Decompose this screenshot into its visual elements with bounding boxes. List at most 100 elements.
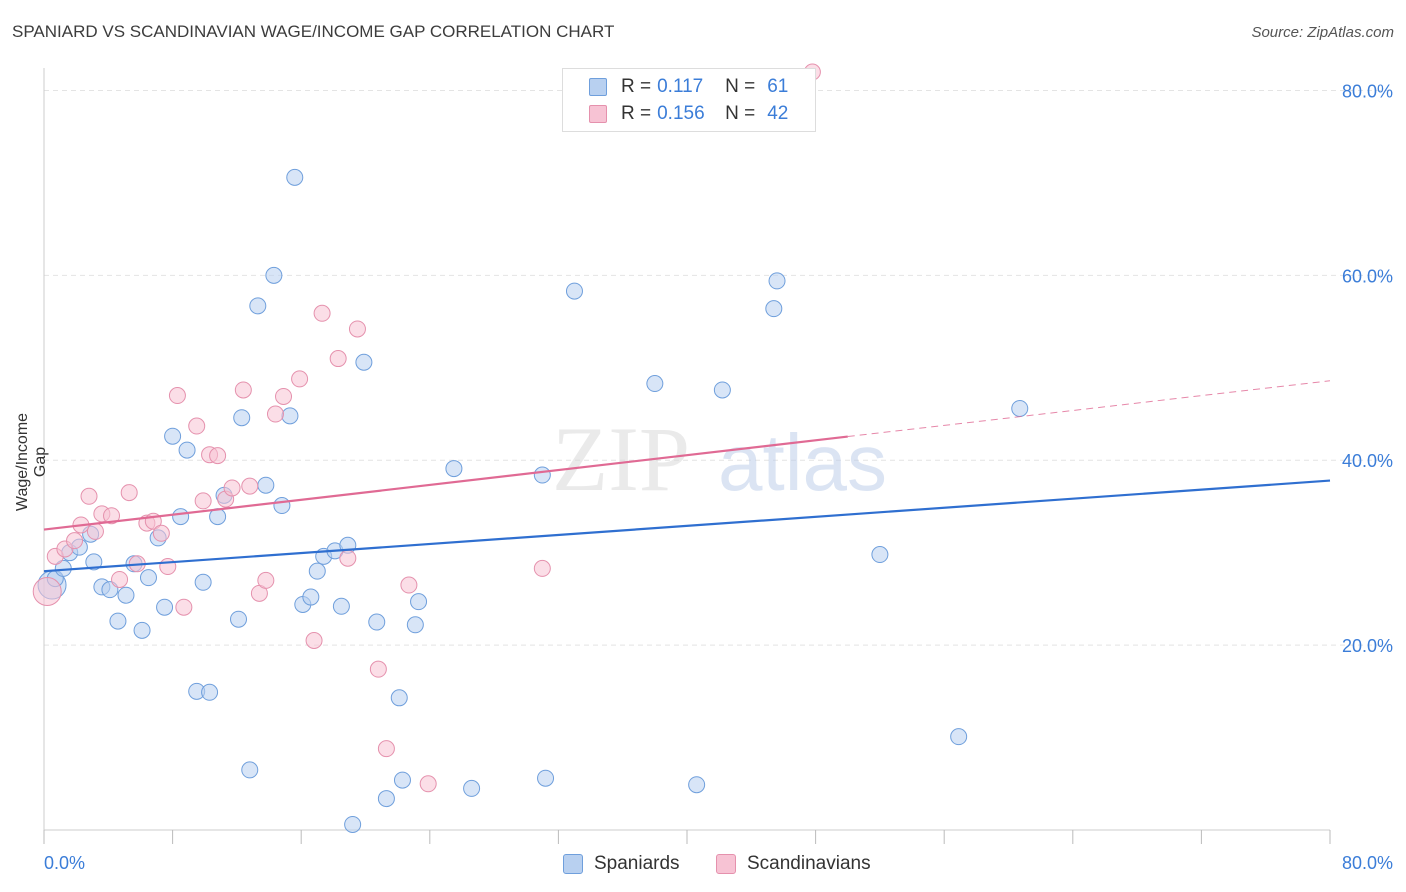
point-spaniards <box>950 728 968 746</box>
point-spaniards <box>463 779 481 797</box>
point-spaniards <box>257 476 275 494</box>
point-spaniards <box>332 597 350 615</box>
point-spaniards <box>201 683 219 701</box>
point-scandinavians <box>257 571 275 589</box>
legend-swatch-scandinavians <box>589 105 607 123</box>
point-scandinavians <box>175 598 193 616</box>
point-scandinavians <box>152 524 170 542</box>
point-spaniards <box>393 771 411 789</box>
legend-swatch-spaniards <box>589 78 607 96</box>
point-spaniards <box>139 569 157 587</box>
point-spaniards <box>445 460 463 478</box>
point-scandinavians <box>313 304 331 322</box>
legend-r-value: 0.156 <box>657 103 705 124</box>
point-scandinavians <box>305 632 323 649</box>
point-spaniards <box>308 562 326 580</box>
point-spaniards <box>164 427 182 445</box>
x-tick-label-min: 0.0% <box>44 853 85 873</box>
point-spaniards <box>713 381 731 399</box>
point-scandinavians <box>159 558 177 576</box>
point-spaniards <box>286 168 304 186</box>
point-scandinavians <box>234 381 252 399</box>
point-spaniards <box>355 353 373 371</box>
point-spaniards <box>233 409 251 427</box>
point-scandinavians <box>369 660 387 678</box>
point-spaniards <box>85 553 103 571</box>
point-scandinavians <box>32 577 62 607</box>
point-scandinavians <box>168 387 186 405</box>
point-spaniards <box>273 497 291 515</box>
legend-n-label: N = <box>725 76 756 97</box>
point-spaniards <box>871 546 889 564</box>
y-axis-label: Wage/Income Gap <box>14 412 49 512</box>
point-scandinavians <box>291 370 309 388</box>
trendline-spaniards <box>43 479 1331 573</box>
legend-swatch-spaniards <box>563 854 583 874</box>
point-spaniards <box>377 790 395 808</box>
point-spaniards <box>406 616 424 634</box>
point-scandinavians <box>339 549 357 567</box>
trendline-extension-scandinavians <box>847 380 1331 438</box>
point-scandinavians <box>400 576 418 594</box>
chart-source: Source: ZipAtlas.com <box>1251 24 1394 41</box>
point-scandinavians <box>120 484 138 502</box>
point-spaniards <box>688 776 706 794</box>
point-spaniards <box>249 297 267 315</box>
point-scandinavians <box>111 570 129 588</box>
point-scandinavians <box>80 487 98 505</box>
point-spaniards <box>646 375 664 393</box>
watermark-zip: ZIP <box>552 408 690 510</box>
y-tick-label: 40.0% <box>1342 451 1393 471</box>
y-tick-label: 80.0% <box>1342 81 1393 101</box>
legend-row-scandinavians: R = 0.156 N = 42 <box>589 101 788 127</box>
x-tick-label-max: 80.0% <box>1342 853 1393 873</box>
legend-r-label: R = <box>621 103 652 124</box>
legend-n-value: 42 <box>767 103 789 124</box>
legend-label-scandinavians: Scandinavians <box>747 853 871 874</box>
point-spaniards <box>344 815 362 833</box>
point-spaniards <box>178 441 196 459</box>
point-spaniards <box>765 300 783 318</box>
point-scandinavians <box>377 740 395 758</box>
point-spaniards <box>368 613 386 631</box>
point-scandinavians <box>266 405 284 423</box>
point-spaniards <box>565 282 583 300</box>
point-spaniards <box>133 621 151 639</box>
point-spaniards <box>156 598 174 616</box>
chart-title: SPANIARD VS SCANDINAVIAN WAGE/INCOME GAP… <box>12 22 615 41</box>
point-spaniards <box>537 769 555 787</box>
bottom-legend-spaniards[interactable]: Spaniards <box>563 852 680 876</box>
point-spaniards <box>109 612 127 630</box>
point-scandinavians <box>223 479 241 497</box>
legend-n-value: 61 <box>767 76 789 97</box>
point-spaniards <box>768 272 786 290</box>
point-spaniards <box>1011 399 1029 417</box>
point-scandinavians <box>86 522 104 540</box>
point-scandinavians <box>103 507 121 525</box>
point-spaniards <box>194 573 212 591</box>
bottom-legend-scandinavians[interactable]: Scandinavians <box>716 852 871 876</box>
point-scandinavians <box>194 492 212 510</box>
point-scandinavians <box>188 417 206 435</box>
point-scandinavians <box>275 387 293 405</box>
point-spaniards <box>230 610 248 628</box>
point-spaniards <box>302 588 320 606</box>
point-spaniards <box>410 593 428 611</box>
y-tick-label: 60.0% <box>1342 266 1393 286</box>
stats-legend: R = 0.117 N = 61 R = 0.156 N = 42 <box>562 68 816 132</box>
point-spaniards <box>241 761 259 779</box>
point-spaniards <box>172 508 190 526</box>
trendline-scandinavians <box>43 435 848 531</box>
point-spaniards <box>265 266 283 284</box>
point-spaniards <box>390 689 408 707</box>
legend-n-label: N = <box>725 103 756 124</box>
point-scandinavians <box>209 447 227 465</box>
point-scandinavians <box>419 775 437 793</box>
legend-r-value: 0.117 <box>657 76 704 97</box>
point-scandinavians <box>241 477 259 495</box>
legend-row-spaniards: R = 0.117 N = 61 <box>589 74 788 100</box>
point-scandinavians <box>329 350 347 368</box>
legend-r-label: R = <box>621 76 652 97</box>
point-spaniards <box>117 586 135 604</box>
